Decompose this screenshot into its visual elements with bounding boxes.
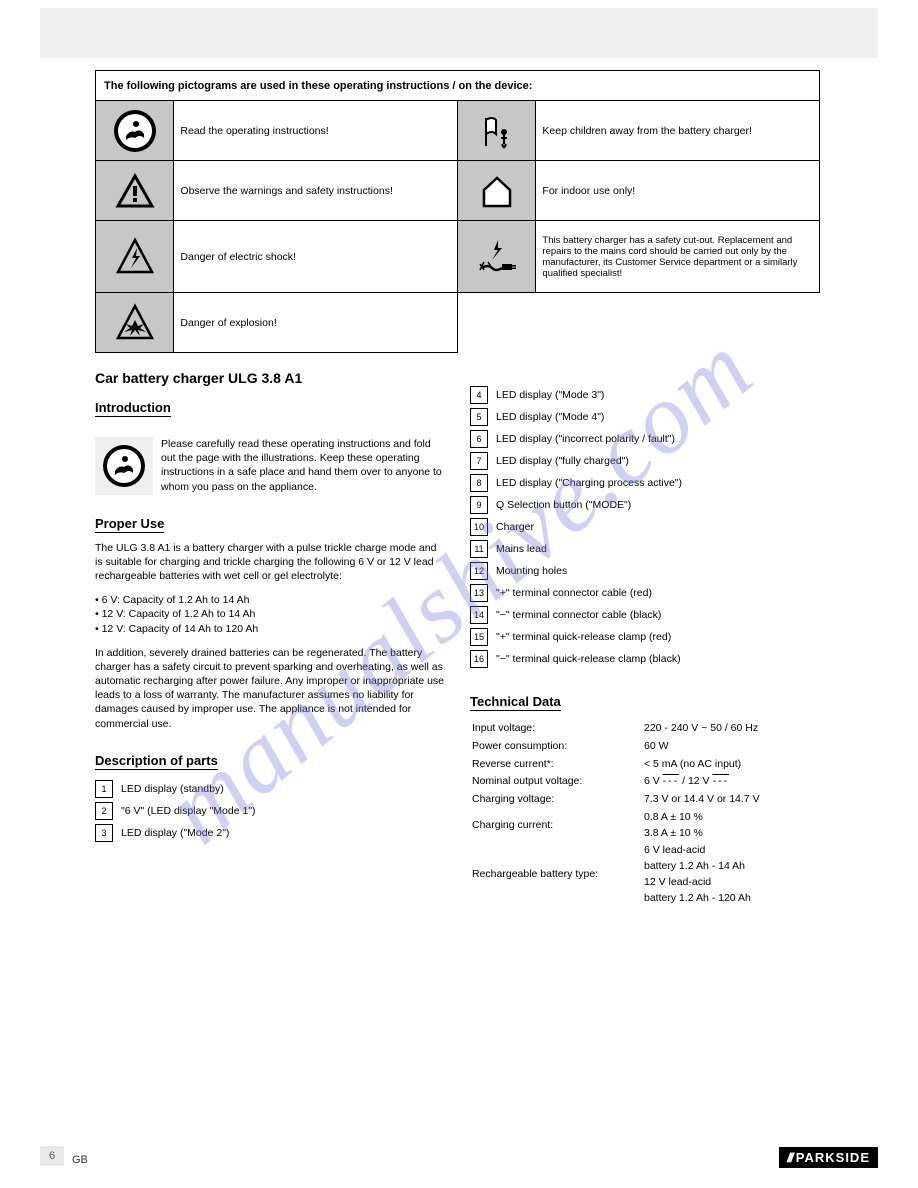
page-number: 6 (40, 1146, 64, 1166)
language-code: GB (72, 1154, 88, 1166)
part-number: 9 (470, 496, 488, 514)
tech-value: 220 - 240 V ~ 50 / 60 Hz (644, 721, 760, 737)
part-number: 12 (470, 562, 488, 580)
part-number: 13 (470, 584, 488, 602)
part-number: 14 (470, 606, 488, 624)
tech-value: 6 V --- / 12 V --- (644, 774, 760, 790)
part-label: LED display (standby) (121, 783, 224, 795)
part-number: 8 (470, 474, 488, 492)
tech-value: 6 V lead-acid battery 1.2 Ah - 14 Ah 12 … (644, 843, 760, 906)
part-label: Mains lead (496, 543, 547, 555)
part-number: 6 (470, 430, 488, 448)
part-label: "6 V" (LED display "Mode 1") (121, 805, 256, 817)
left-column: Car battery charger ULG 3.8 A1 Introduct… (95, 370, 445, 844)
product-title: Car battery charger ULG 3.8 A1 (95, 370, 445, 386)
part-number: 5 (470, 408, 488, 426)
part-label: "+" terminal quick-release clamp (red) (496, 631, 671, 643)
proper-use-bullet: • 6 V: Capacity of 1.2 Ah to 14 Ah• 12 V… (95, 593, 445, 636)
read-manual-icon (96, 101, 174, 161)
tech-label: Nominal output voltage: (472, 774, 642, 790)
tech-label: Input voltage: (472, 721, 642, 737)
part-number: 3 (95, 824, 113, 842)
part-label: LED display ("Mode 4") (496, 411, 604, 423)
proper-use-heading: Proper Use (95, 516, 164, 533)
header-banner (40, 8, 878, 58)
proper-use-text: The ULG 3.8 A1 is a battery charger with… (95, 541, 445, 584)
pictogram-text: For indoor use only! (536, 161, 820, 221)
warning-triangle-icon (96, 161, 174, 221)
pictogram-text: Observe the warnings and safety instruct… (174, 161, 458, 221)
part-number: 11 (470, 540, 488, 558)
tech-value: < 5 mA (no AC input) (644, 757, 760, 773)
pictogram-text: Keep children away from the battery char… (536, 101, 820, 161)
part-label: Q Selection button ("MODE") (496, 499, 631, 511)
tech-label: Charging current: (472, 810, 642, 842)
right-column: 4 LED display ("Mode 3") 5 LED display ("M… (470, 370, 820, 908)
pictogram-text: This battery charger has a safety cut-ou… (536, 221, 820, 293)
part-number: 10 (470, 518, 488, 536)
parts-heading: Description of parts (95, 753, 218, 770)
tech-value: 0.8 A ± 10 % 3.8 A ± 10 % (644, 810, 760, 842)
part-label: LED display ("incorrect polarity / fault… (496, 433, 675, 445)
part-label: LED display ("Mode 2") (121, 827, 229, 839)
part-label: LED display ("Mode 3") (496, 389, 604, 401)
pictogram-table-title: The following pictograms are used in the… (96, 71, 820, 101)
part-label: Mounting holes (496, 565, 567, 577)
intro-heading: Introduction (95, 400, 171, 417)
proper-use-tail: In addition, severely drained batteries … (95, 646, 445, 731)
tech-value: 7.3 V or 14.4 V or 14.7 V (644, 792, 760, 808)
tech-heading: Technical Data (470, 694, 561, 711)
tech-label: Reverse current*: (472, 757, 642, 773)
part-number: 16 (470, 650, 488, 668)
part-label: Charger (496, 521, 534, 533)
tech-value: 60 W (644, 739, 760, 755)
part-label: "−" terminal quick-release clamp (black) (496, 653, 681, 665)
pictogram-text: Danger of explosion! (174, 293, 458, 353)
tech-label: Rechargeable battery type: (472, 843, 642, 906)
part-label: "−" terminal connector cable (black) (496, 609, 661, 621)
brand-logo: ///PARKSIDE (779, 1147, 878, 1168)
technical-data-table: Input voltage:220 - 240 V ~ 50 / 60 Hz P… (470, 719, 762, 908)
pictogram-text: Read the operating instructions! (174, 101, 458, 161)
part-label: "+" terminal connector cable (red) (496, 587, 652, 599)
tech-label: Power consumption: (472, 739, 642, 755)
part-number: 7 (470, 452, 488, 470)
pictogram-text: Danger of electric shock! (174, 221, 458, 293)
indoor-only-icon (457, 161, 535, 221)
tech-label: Charging voltage: (472, 792, 642, 808)
pictogram-table: The following pictograms are used in the… (95, 70, 820, 353)
cord-damage-icon (457, 221, 535, 293)
part-number: 2 (95, 802, 113, 820)
keep-children-away-icon (457, 101, 535, 161)
part-number: 15 (470, 628, 488, 646)
part-number: 4 (470, 386, 488, 404)
part-label: LED display ("Charging process active") (496, 477, 682, 489)
read-manual-inline-icon (95, 437, 153, 495)
part-number: 1 (95, 780, 113, 798)
electric-shock-icon (96, 221, 174, 293)
part-label: LED display ("fully charged") (496, 455, 629, 467)
explosion-icon (96, 293, 174, 353)
